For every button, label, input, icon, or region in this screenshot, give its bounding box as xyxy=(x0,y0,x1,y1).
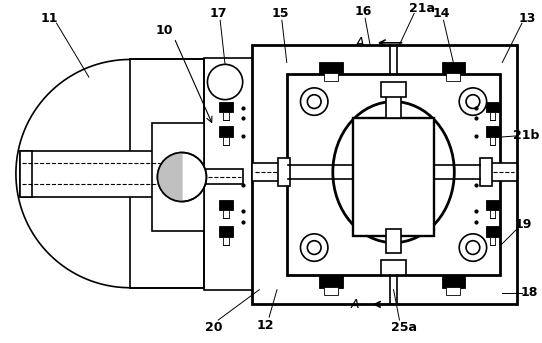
Bar xyxy=(447,287,460,295)
Text: A: A xyxy=(356,36,365,49)
Bar xyxy=(353,118,434,236)
Bar xyxy=(489,137,495,145)
Bar xyxy=(203,58,255,290)
Bar xyxy=(480,158,492,186)
Text: 20: 20 xyxy=(204,321,222,334)
Bar xyxy=(219,226,233,237)
Bar xyxy=(489,113,495,120)
Text: 15: 15 xyxy=(271,7,289,20)
Circle shape xyxy=(300,234,328,261)
Bar xyxy=(319,276,343,288)
Bar xyxy=(253,163,280,181)
Bar xyxy=(489,163,517,181)
Text: 17: 17 xyxy=(209,7,227,20)
Bar xyxy=(278,158,290,186)
Circle shape xyxy=(208,64,243,99)
Bar xyxy=(223,210,229,218)
Bar xyxy=(324,73,338,81)
Bar xyxy=(486,226,499,237)
Bar xyxy=(253,45,517,304)
Text: A: A xyxy=(351,298,359,311)
Bar xyxy=(152,123,203,231)
Circle shape xyxy=(307,95,321,108)
Bar xyxy=(386,94,402,118)
Bar xyxy=(447,73,460,81)
Bar xyxy=(486,200,499,210)
Bar xyxy=(223,113,229,120)
Circle shape xyxy=(466,95,480,108)
Bar xyxy=(486,102,499,113)
Circle shape xyxy=(459,234,487,261)
Bar xyxy=(381,82,406,97)
Text: 12: 12 xyxy=(256,319,274,332)
Bar xyxy=(324,287,338,295)
Bar xyxy=(319,62,343,74)
Text: 10: 10 xyxy=(156,24,173,37)
Ellipse shape xyxy=(333,102,454,243)
Bar xyxy=(489,210,495,218)
Bar xyxy=(442,276,465,288)
Bar xyxy=(219,200,233,210)
Text: 25a: 25a xyxy=(391,321,417,334)
Text: 16: 16 xyxy=(354,5,372,18)
Bar xyxy=(219,102,233,113)
Circle shape xyxy=(300,88,328,115)
Bar xyxy=(489,237,495,245)
Circle shape xyxy=(466,241,480,255)
Text: 13: 13 xyxy=(518,12,535,25)
Polygon shape xyxy=(16,59,130,288)
Bar xyxy=(486,126,499,137)
Bar xyxy=(20,151,203,197)
Polygon shape xyxy=(158,153,182,202)
Bar xyxy=(130,59,203,288)
Text: 11: 11 xyxy=(41,12,59,25)
Bar xyxy=(223,137,229,145)
Text: 19: 19 xyxy=(514,217,532,230)
Bar xyxy=(287,74,500,275)
Text: 21a: 21a xyxy=(409,2,435,15)
Bar xyxy=(442,62,465,74)
Text: 21b: 21b xyxy=(513,129,539,142)
Circle shape xyxy=(459,88,487,115)
Bar xyxy=(381,260,406,275)
Bar xyxy=(20,151,32,197)
Circle shape xyxy=(307,241,321,255)
Text: 18: 18 xyxy=(520,286,538,299)
Bar xyxy=(223,237,229,245)
Text: 14: 14 xyxy=(433,7,450,20)
Bar xyxy=(386,229,402,253)
Circle shape xyxy=(158,153,207,202)
Bar xyxy=(219,126,233,137)
Bar xyxy=(205,169,243,184)
